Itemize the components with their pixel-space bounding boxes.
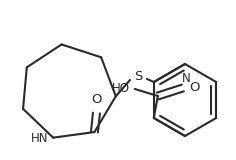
- Text: O: O: [189, 80, 199, 93]
- Text: O: O: [91, 93, 102, 106]
- Text: HN: HN: [31, 132, 48, 145]
- Text: N: N: [182, 72, 190, 85]
- Text: HO: HO: [112, 81, 130, 95]
- Text: S: S: [134, 69, 142, 83]
